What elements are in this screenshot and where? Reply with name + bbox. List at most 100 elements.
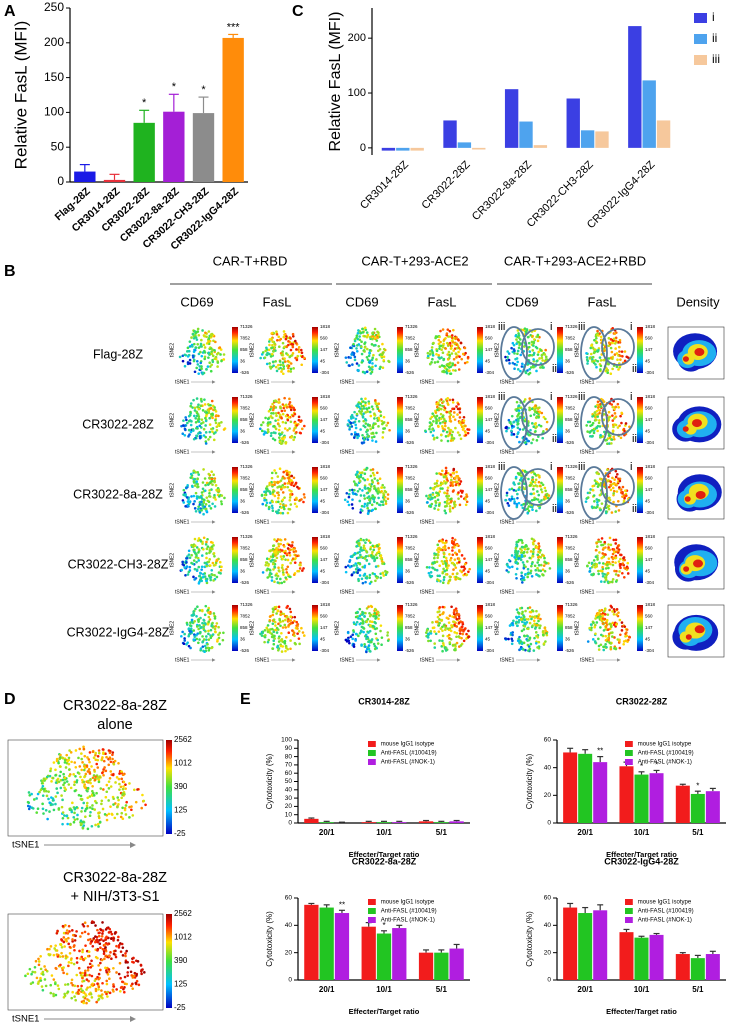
tsne-dot [451,341,455,344]
tsne-dot [220,565,223,569]
tsne-dot [271,544,275,548]
tsne-dot [449,420,453,423]
tsne-dot [270,504,274,508]
tsne-dot [361,416,365,419]
tsne-dot [535,406,538,410]
tsne-axis-y: tSNE2 [169,553,175,568]
colorbar [477,327,483,373]
tsne-dot [459,495,463,498]
tsne-dot [265,353,269,357]
tsne-dot [539,488,543,491]
tsne-dot [540,353,544,357]
gate-label: ii [552,433,557,445]
tsne-dot [601,574,605,578]
tsne-dot [516,349,520,353]
tsne-axis-y: tSNE2 [414,621,420,636]
tsne-dot [452,357,456,361]
tsne-dot [191,332,195,336]
tsne-dot [292,438,295,442]
tsne-dot [291,335,295,338]
tsne-dot [195,625,199,628]
tsne-dot [457,561,461,564]
tsne-dot [436,553,440,557]
tsne-dot [542,430,545,433]
tsne-dot [378,477,382,481]
tsne-dot [537,480,541,484]
tsne-dot [451,407,454,411]
tsne-dot [209,628,213,632]
tsne-dot [266,428,270,431]
gate-label: ii [552,503,557,515]
tsne-dot [291,414,295,418]
tsne-dot [609,372,613,376]
tsne-dot [197,548,201,551]
tsne-dot [205,635,208,638]
tsne-dot [302,500,305,504]
tsne-dot [595,563,599,566]
tsne-dot [457,402,460,406]
tsne-dot [360,555,363,559]
tsne-dot [293,641,297,645]
tsne-dot [596,429,599,433]
tsne-dot [600,543,603,547]
tsne-dot [441,649,444,653]
tsne-dot [211,502,214,506]
tsne-dot [291,557,295,561]
tsne-dot [288,397,291,401]
tsne-dot [363,478,367,482]
tsne-dot [210,470,214,474]
tsne-dot [277,428,281,432]
colorbar-tick-label: -304 [485,510,495,515]
tsne-dot [181,630,184,634]
tsne-dot [356,489,360,493]
tsne-dot [210,427,213,431]
tsne-dot [603,580,606,584]
tsne-dot [457,617,461,620]
tsne-dot [269,614,272,618]
gate [601,398,635,436]
tsne-dot [592,494,596,497]
colorbar [397,467,403,513]
tsne-dot [431,412,434,415]
tsne-dot [620,350,624,353]
tsne-dot [186,362,190,366]
colorbar [557,537,563,583]
tsne-dot [201,575,205,579]
tsne-dot [528,350,532,353]
tsne-dot [212,552,216,555]
tsne-dot [274,399,277,403]
tsne-axis-y: tSNE2 [494,413,500,428]
tsne-dot [354,611,358,615]
tsne-dot [441,548,444,552]
colorbar-tick-label: -526 [405,440,415,445]
tsne-dot [526,335,530,339]
tsne-dot [592,572,595,576]
tsne-dot [209,507,213,510]
tsne-axis-x: tSNE1 [255,519,270,525]
tsne-dot [442,578,446,582]
tsne-dot [356,436,359,440]
tsne-dot [516,417,520,421]
tsne-dot [288,551,291,554]
tsne-dot [370,503,374,507]
tsne-dot [214,563,217,567]
tsne-dot [599,364,603,368]
tsne-dot [212,438,216,442]
gate [521,398,555,436]
tsne-dot [590,565,594,569]
tsne-dot [289,337,292,340]
tsne-dot [540,490,544,494]
tsne-dot [593,500,596,503]
tsne-dot [597,408,600,412]
tsne-dot [271,500,274,504]
tsne-dot [625,494,628,497]
tsne-dot [455,572,459,575]
tsne-dot [213,477,217,480]
gate [500,396,528,450]
tsne-dot [504,498,508,502]
tsne-dot [433,556,436,560]
tsne-dot [520,574,523,578]
tsne-dot [268,557,271,561]
colorbar-tick-label: 147 [485,417,493,422]
tsne-dot [611,482,614,486]
